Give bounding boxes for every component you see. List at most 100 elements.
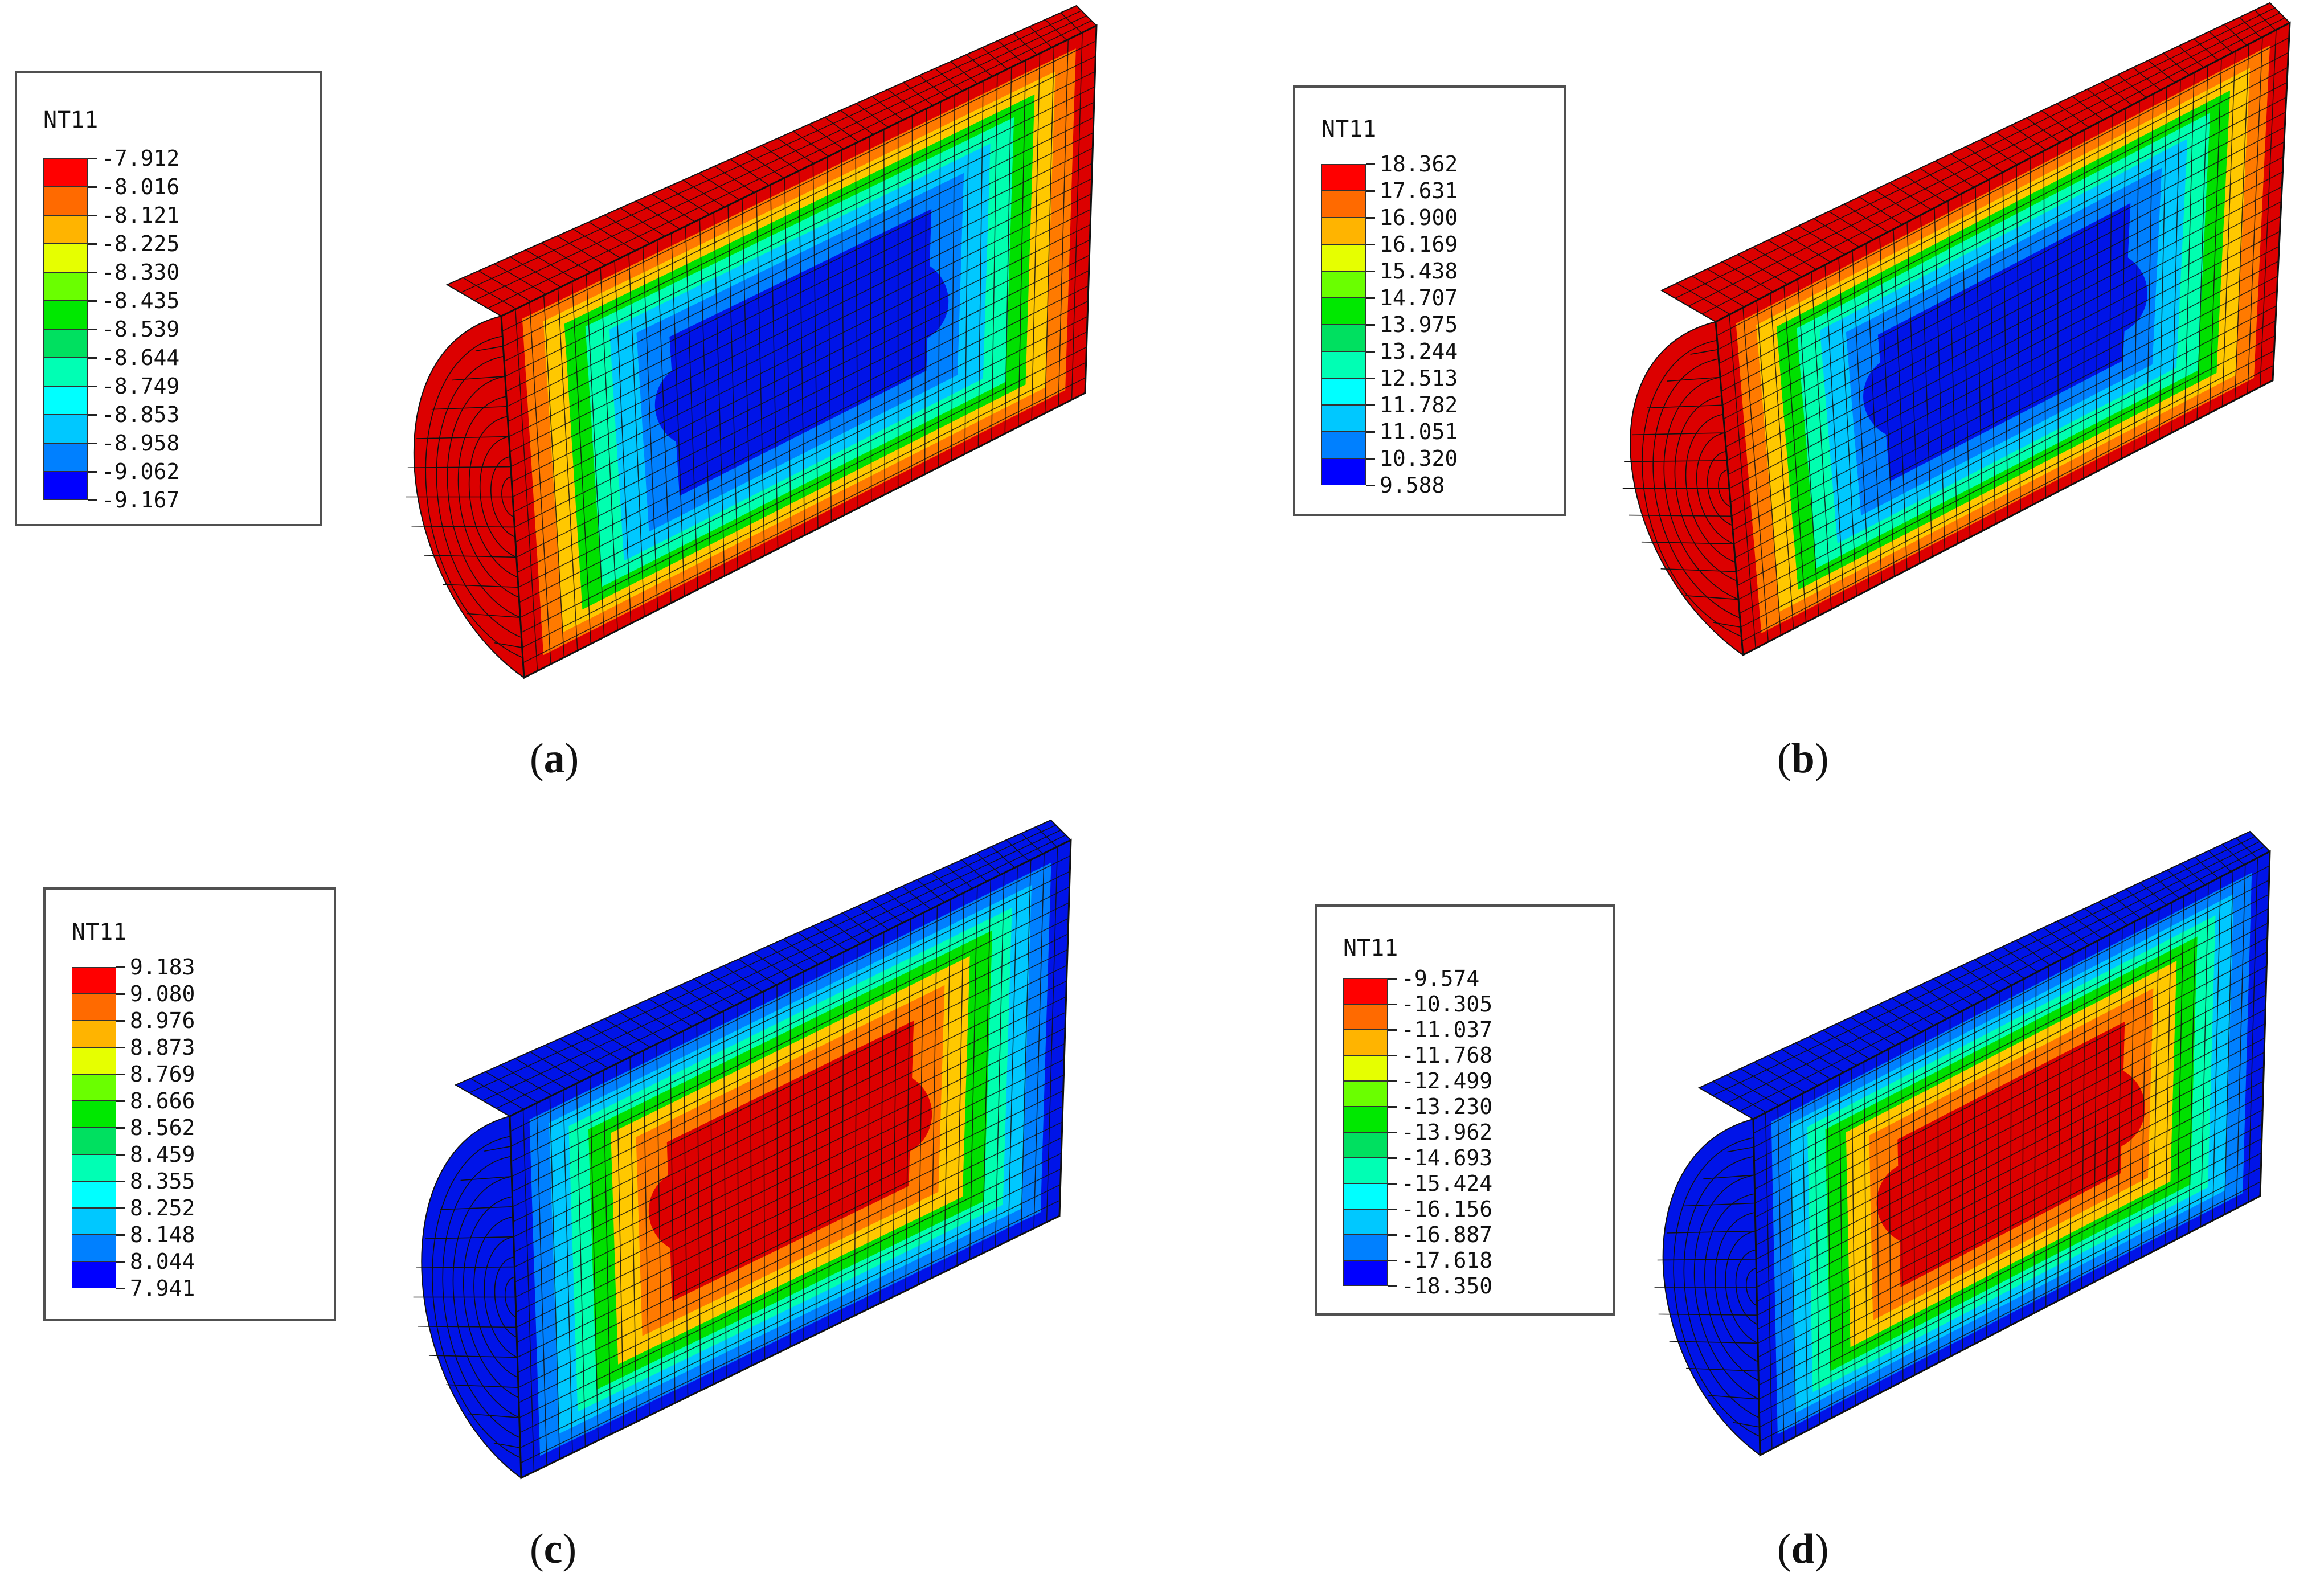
front-mesh-line bbox=[1760, 1181, 2261, 1442]
cap-mesh-ring bbox=[436, 355, 522, 638]
legend-tick bbox=[1366, 431, 1375, 433]
front-mesh-line bbox=[519, 331, 1087, 618]
front-mesh-line bbox=[1720, 82, 2288, 378]
cap-mesh-ring bbox=[479, 436, 517, 558]
legend-tick bbox=[88, 329, 97, 330]
cap-mesh-ring bbox=[1704, 1193, 1759, 1381]
legend-swatch bbox=[1343, 1183, 1388, 1209]
legend-tick bbox=[1388, 1183, 1397, 1185]
front-mesh-line bbox=[1759, 1152, 2262, 1414]
legend-tick bbox=[88, 499, 97, 501]
legend-tick bbox=[1366, 485, 1375, 486]
cap-mesh-ray bbox=[407, 466, 511, 469]
legend-tick bbox=[116, 1154, 125, 1156]
cap-mesh-ring bbox=[1683, 1156, 1760, 1419]
legend-value: -13.962 bbox=[1401, 1120, 1493, 1145]
front-mesh-line bbox=[519, 1168, 1061, 1433]
front-mesh-line bbox=[1756, 1009, 2266, 1274]
legend-swatch bbox=[1321, 458, 1366, 485]
legend-tick bbox=[88, 443, 97, 444]
legend-swatch bbox=[1343, 1004, 1388, 1030]
legend-tick bbox=[116, 1181, 125, 1182]
cap-mesh-ring bbox=[1673, 1137, 1760, 1437]
cap-mesh-ray bbox=[1667, 1230, 1756, 1234]
front-mesh-line bbox=[503, 56, 1096, 347]
cap-mesh-ray bbox=[440, 1206, 513, 1210]
temperature-contour-model-b bbox=[1622, 2, 2291, 657]
legend-tick bbox=[116, 1288, 125, 1289]
cap-mesh-ring bbox=[504, 1276, 517, 1318]
front-mesh-line bbox=[514, 980, 1067, 1252]
front-mesh-line bbox=[1756, 1023, 2265, 1288]
front-mesh-line bbox=[1726, 171, 2283, 461]
legend-swatch bbox=[1321, 298, 1366, 325]
front-mesh-line bbox=[1725, 156, 2284, 448]
legend-swatch bbox=[1321, 378, 1366, 405]
cap-mesh-ring bbox=[1718, 469, 1731, 507]
legend-value: 9.080 bbox=[130, 981, 195, 1006]
cap-mesh-ring bbox=[473, 1216, 518, 1378]
legend-value: -11.037 bbox=[1401, 1017, 1493, 1042]
temperature-contour-model-a bbox=[406, 5, 1098, 679]
legend-value: -13.230 bbox=[1401, 1094, 1493, 1119]
top-mesh-line bbox=[474, 15, 1087, 301]
legend-value: -8.539 bbox=[101, 317, 180, 342]
front-mesh-line bbox=[510, 855, 1071, 1132]
legend-tick bbox=[1366, 163, 1375, 165]
legend-tick bbox=[1366, 351, 1375, 353]
front-mesh-line bbox=[514, 996, 1066, 1268]
panel-c: NT11 9.183 9.080 8.976 8.873 8.769 8.666 8.562… bbox=[0, 790, 1162, 1581]
front-mesh-line bbox=[518, 1137, 1062, 1403]
front-mesh-line bbox=[1757, 1066, 2264, 1330]
legend-swatch bbox=[72, 1181, 116, 1208]
legend-swatch bbox=[72, 1074, 116, 1101]
legend-tick bbox=[1388, 1132, 1397, 1133]
front-face-outline bbox=[500, 24, 1098, 679]
legend-value: 8.355 bbox=[130, 1169, 195, 1194]
legend-value: -9.062 bbox=[101, 459, 180, 484]
cap-mesh-ray bbox=[1685, 595, 1739, 600]
legend-swatch bbox=[43, 158, 88, 187]
front-mesh-line bbox=[1754, 923, 2268, 1190]
cap-mesh-ring bbox=[468, 416, 518, 578]
front-mesh-line bbox=[514, 239, 1090, 528]
legend-value: -8.330 bbox=[101, 260, 180, 285]
legend-swatch bbox=[1321, 244, 1366, 271]
cap-mesh-ray bbox=[1683, 1202, 1756, 1207]
legend-tick bbox=[1388, 1234, 1397, 1236]
front-mesh-line bbox=[512, 918, 1069, 1192]
legend-title: NT11 bbox=[1321, 116, 1377, 142]
legend-swatch bbox=[1321, 405, 1366, 432]
legend-swatch bbox=[43, 244, 88, 272]
front-mesh-line bbox=[522, 377, 1086, 663]
legend-tick bbox=[1388, 1260, 1397, 1261]
legend-tick bbox=[116, 1074, 125, 1075]
legend-swatch bbox=[43, 415, 88, 443]
legend-tick bbox=[1366, 217, 1375, 219]
legend-swatch bbox=[72, 1154, 116, 1181]
front-mesh-line bbox=[1754, 894, 2269, 1162]
cap-mesh-ray bbox=[493, 1442, 521, 1448]
cap-mesh-ring bbox=[1725, 1230, 1758, 1344]
cap-mesh-ring bbox=[1652, 358, 1740, 619]
front-mesh-line bbox=[1741, 365, 2274, 642]
legend-swatch bbox=[1321, 164, 1366, 191]
legend-value: 18.362 bbox=[1380, 151, 1458, 177]
legend-value: 8.148 bbox=[130, 1222, 195, 1247]
cap-mesh-ray bbox=[1657, 1259, 1757, 1261]
legend-tick bbox=[116, 993, 125, 995]
legend-tick bbox=[116, 1261, 125, 1263]
legend-swatch bbox=[1343, 1081, 1388, 1107]
panel-a: NT11 -7.912 -8.016 -8.121 -8.225 -8.330 -8.43… bbox=[0, 0, 1162, 790]
front-mesh-line bbox=[1733, 261, 2279, 544]
legend-title: NT11 bbox=[72, 919, 127, 945]
front-mesh-line bbox=[1731, 231, 2280, 517]
front-mesh-line bbox=[1740, 350, 2274, 628]
subfigure-label-a: (a) bbox=[530, 735, 579, 782]
legend-swatch bbox=[43, 358, 88, 386]
legend-value: -18.350 bbox=[1401, 1273, 1493, 1299]
top-mesh-line bbox=[1688, 12, 2280, 307]
legend-tick bbox=[1388, 1080, 1397, 1082]
cap-mesh-ring bbox=[494, 1256, 517, 1338]
legend-swatch bbox=[1343, 1260, 1388, 1286]
